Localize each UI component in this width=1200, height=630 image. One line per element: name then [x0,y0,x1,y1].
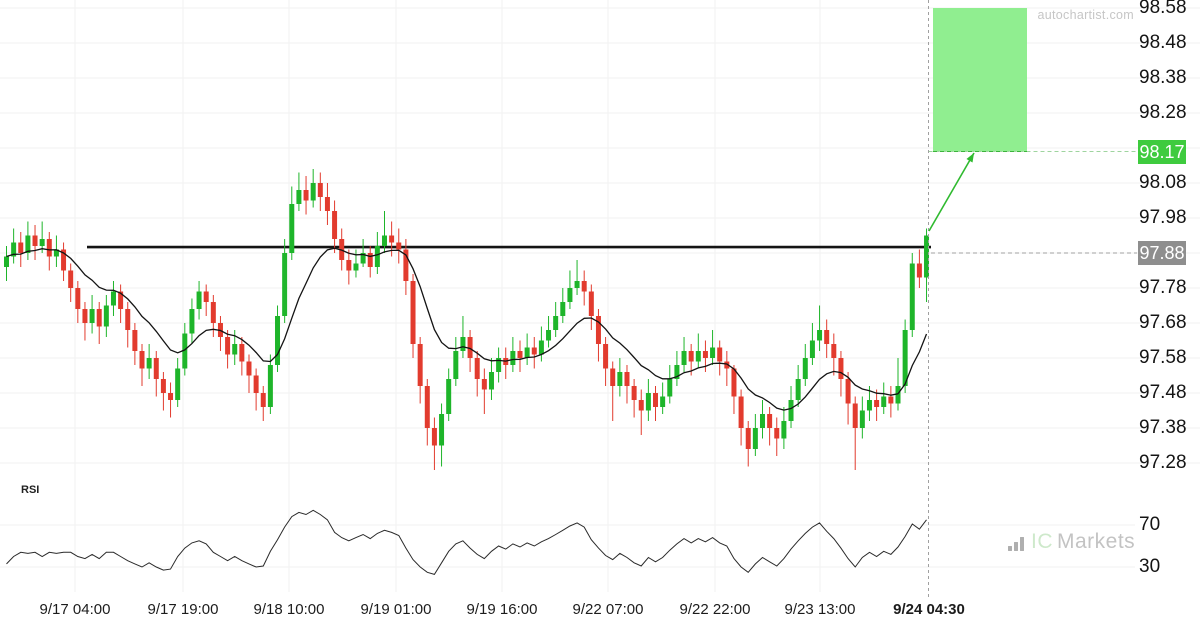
price-tick-label: 97.68 [1139,312,1187,333]
time-tick-label: 9/19 16:00 [466,601,538,618]
gridlines [0,0,1200,592]
price-tick-label: 97.28 [1139,452,1187,473]
time-tick-label: 9/24 04:30 [893,601,965,618]
rsi-line [6,509,927,575]
price-tick-label: 98.08 [1139,172,1187,193]
price-tick-label: 98.38 [1139,67,1187,88]
price-tick-label: 98.28 [1139,102,1187,123]
logo-text-ic: IC [1031,530,1053,553]
time-tick-label: 9/18 10:00 [253,601,325,618]
rsi-label: RSI [21,484,40,496]
bar-chart-icon [1008,537,1026,551]
price-tick-label: 97.58 [1139,347,1187,368]
rsi-tick-70: 70 [1139,514,1161,535]
price-tick-label: 97.98 [1139,207,1187,228]
time-tick-label: 9/19 01:00 [360,601,432,618]
ic-markets-logo: IC Markets [1008,530,1136,553]
time-tick-label: 9/17 04:00 [39,601,111,618]
forecast-box [928,8,1137,152]
price-tick-label: 97.48 [1139,382,1187,403]
candlesticks [4,169,930,470]
breakout-arrow [928,152,975,232]
time-tick-label: 9/22 07:00 [572,601,644,618]
price-tick-label: 98.48 [1139,32,1187,53]
moving-average-line [6,247,928,411]
time-tick-label: 9/23 13:00 [784,601,856,618]
price-tick-label: 98.58 [1139,0,1187,18]
time-tick-label: 9/17 19:00 [147,601,219,618]
last-price-badge: 97.88 [1138,241,1186,265]
rsi-tick-30: 30 [1139,556,1161,577]
time-tick-label: 9/22 22:00 [679,601,751,618]
logo-text-markets: Markets [1057,530,1136,553]
price-tick-label: 97.78 [1139,277,1187,298]
autochartist-watermark: autochartist.com [1037,8,1134,22]
price-tick-label: 97.38 [1139,417,1187,438]
forecast-price-badge: 98.17 [1138,139,1186,164]
